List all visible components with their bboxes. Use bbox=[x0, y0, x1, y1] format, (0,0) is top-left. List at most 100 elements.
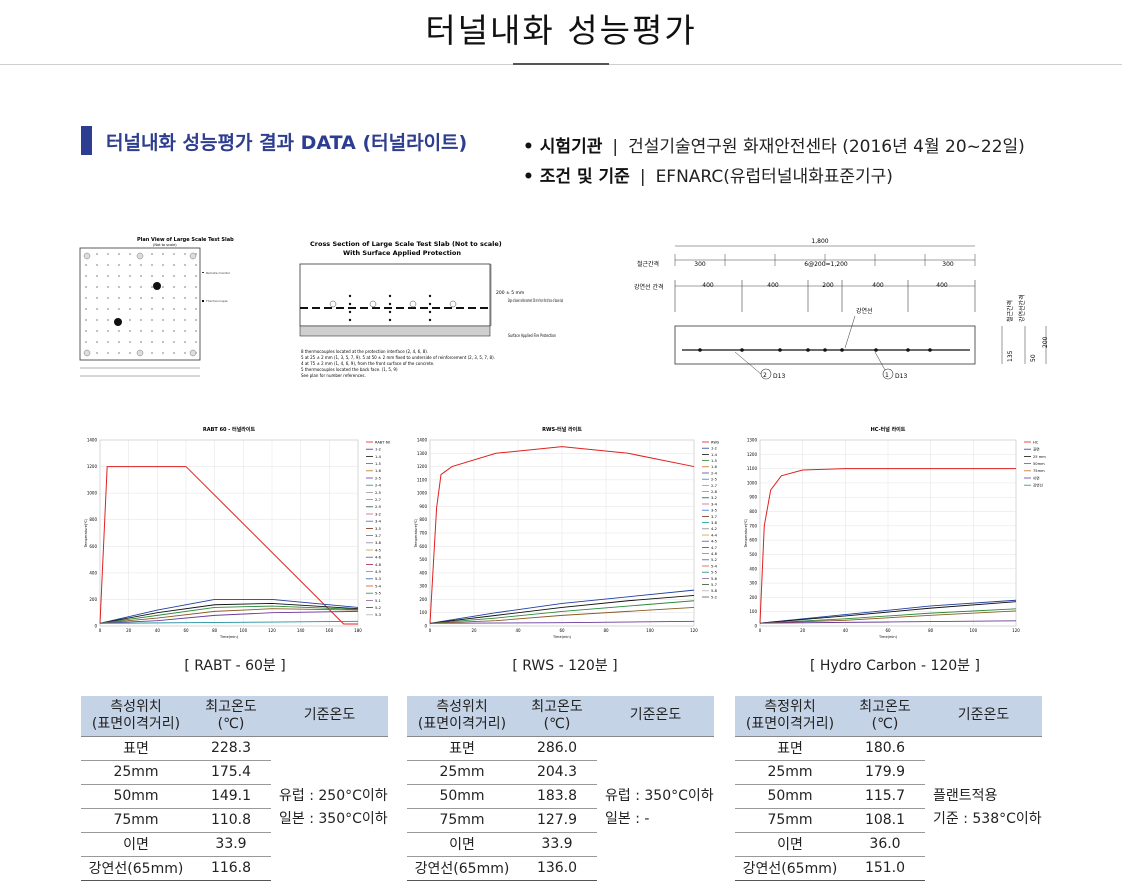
thermocouple-dot bbox=[388, 294, 392, 298]
rebar-bars bbox=[698, 348, 932, 352]
y-tick-label: 300 bbox=[749, 581, 757, 586]
rebar-vert-label: 철근간격 bbox=[1006, 300, 1014, 322]
rws-result-table: 측성위치 (표면이격거리) 최고온도 (℃) 기준온도 표면 286.0 유럽 :… bbox=[407, 696, 714, 881]
cell-temp: 136.0 bbox=[517, 856, 597, 881]
legend-item: 3-5 bbox=[375, 527, 381, 531]
x-tick-label: 80 bbox=[212, 628, 218, 633]
section-heading: 터널내화 성능평가 결과 DATA (터널라이트) bbox=[106, 132, 468, 154]
info-condition: • 조건 및 기준 | EFNARC(유럽터널내화표준기구) bbox=[523, 167, 893, 187]
table-row: 50mm 183.8 bbox=[407, 784, 714, 809]
y-tick-label: 500 bbox=[749, 552, 757, 557]
legend-item: 이면 bbox=[1033, 475, 1040, 480]
cross-dim: 200 ± 5 mm bbox=[496, 290, 524, 296]
legend-item: 4-8 bbox=[711, 552, 718, 556]
table-row: 이면 33.9 bbox=[407, 832, 714, 857]
rebar-row1-label: 철근간격 bbox=[637, 260, 659, 268]
cross-note: 8 thermocouples located at the protectio… bbox=[301, 349, 428, 354]
svg-text:2: 2 bbox=[763, 372, 767, 379]
cell-standard: 유럽 : 250°C이하 일본 : 350°C이하 bbox=[271, 736, 388, 880]
thermocouple-ring bbox=[329, 300, 337, 308]
plot-area bbox=[99, 439, 359, 627]
cross-notes: 8 thermocouples located at the protectio… bbox=[301, 349, 495, 378]
y-tick-label: 400 bbox=[419, 570, 427, 575]
col-header-position: 측정위치 (표면이격거리) bbox=[735, 696, 845, 737]
series-line bbox=[99, 620, 359, 624]
cell-temp: 228.3 bbox=[191, 736, 271, 761]
rebar-row2-label: 강연선 간격 bbox=[634, 283, 664, 291]
series-line bbox=[759, 608, 1017, 624]
legend-item: 3-2 bbox=[375, 512, 381, 516]
cross-protection: Surface Applied Fire Protection bbox=[508, 333, 556, 338]
thermocouple-marker bbox=[153, 282, 161, 290]
table-row: 25mm 204.3 bbox=[407, 760, 714, 785]
legend-item: 4-5 bbox=[711, 540, 717, 544]
y-tick-label: 200 bbox=[749, 595, 757, 600]
y-tick-label: 100 bbox=[749, 609, 757, 614]
thermocouple-ring bbox=[449, 300, 457, 308]
cell-temp: 180.6 bbox=[845, 736, 925, 761]
corner-circle bbox=[189, 252, 197, 260]
x-tick-label: 60 bbox=[183, 628, 189, 633]
y-tick-label: 1400 bbox=[87, 438, 98, 443]
x-tick-label: 120 bbox=[690, 628, 698, 633]
legend-item: 4-9 bbox=[375, 570, 382, 574]
col-header-standard: 기준온도 bbox=[271, 696, 388, 737]
thermocouple-dot bbox=[348, 318, 352, 322]
legend-item: 5-2 bbox=[711, 558, 717, 562]
x-tick-label: 20 bbox=[126, 628, 132, 633]
y-tick-label: 900 bbox=[749, 495, 757, 500]
standard-line: 기준 : 538°C이하 bbox=[933, 811, 1042, 828]
table-row: 강연선(65mm) 151.0 bbox=[735, 856, 1042, 881]
x-tick-label: 80 bbox=[603, 628, 609, 633]
rebar-dim: 400 bbox=[702, 282, 714, 289]
standard-line: 유럽 : 350°C이하 bbox=[605, 788, 714, 805]
legend-item: 3-2 bbox=[711, 496, 717, 500]
y-tick-label: 900 bbox=[419, 504, 427, 509]
svg-text:Remote monitor: Remote monitor bbox=[206, 271, 231, 275]
legend-item: 5-4 bbox=[375, 584, 382, 588]
thermocouple-dot bbox=[348, 302, 352, 306]
thermocouple-ring bbox=[369, 300, 377, 308]
legend-item: 1-4 bbox=[375, 455, 382, 459]
x-tick-label: 60 bbox=[559, 628, 565, 633]
cross-note: 5 thermocouples located the back face. (… bbox=[301, 367, 398, 372]
standard-line: 플랜트적용 bbox=[933, 788, 998, 805]
legend-item: 4-7 bbox=[711, 546, 717, 550]
series-line bbox=[99, 605, 359, 624]
x-tick-label: 40 bbox=[155, 628, 161, 633]
cross-thermocouples bbox=[329, 294, 457, 322]
y-tick-label: 800 bbox=[419, 517, 427, 522]
rebar-dim: 6@200=1,200 bbox=[804, 261, 848, 268]
legend-item: 4-2 bbox=[711, 527, 717, 531]
cell-position: 25mm bbox=[81, 760, 191, 785]
x-tick-label: 120 bbox=[268, 628, 276, 633]
x-tick-label: 80 bbox=[928, 628, 934, 633]
rebar-total: 1,800 bbox=[811, 238, 828, 245]
col-header-max-temp: 최고온도 (℃) bbox=[517, 696, 597, 737]
legend-item: 1-6 bbox=[711, 465, 718, 469]
y-tick-label: 1200 bbox=[747, 452, 758, 457]
legend-item: 3-8 bbox=[375, 541, 382, 545]
y-tick-label: 500 bbox=[419, 557, 427, 562]
legend-item: RABT 60 bbox=[375, 440, 391, 444]
legend-item: 50mm bbox=[1033, 462, 1045, 466]
x-axis-label: Time(min) bbox=[219, 635, 239, 639]
rws-chart: RWS-터널 라이트010020030040050060070080090010… bbox=[414, 426, 720, 639]
y-tick-label: 1000 bbox=[87, 491, 98, 496]
strand-label: 강연선 bbox=[856, 307, 873, 315]
series-line bbox=[429, 594, 695, 624]
cell-temp: 286.0 bbox=[517, 736, 597, 761]
x-tick-label: 0 bbox=[429, 628, 432, 633]
cell-temp: 183.8 bbox=[517, 784, 597, 809]
rebar-dim: 400 bbox=[936, 282, 948, 289]
cell-temp: 108.1 bbox=[845, 808, 925, 833]
legend-item: 5-3 bbox=[375, 613, 381, 617]
corner-circle bbox=[136, 349, 144, 357]
rebar-dot bbox=[823, 348, 827, 352]
rebar-dim: 135 bbox=[1007, 350, 1014, 362]
hc-chart: HC-터널 라이트0100200300400500600700800900100… bbox=[744, 426, 1046, 639]
legend-item: 5-7 bbox=[711, 583, 717, 587]
legend-item: 25 mm bbox=[1033, 455, 1046, 459]
series-line bbox=[429, 446, 695, 624]
